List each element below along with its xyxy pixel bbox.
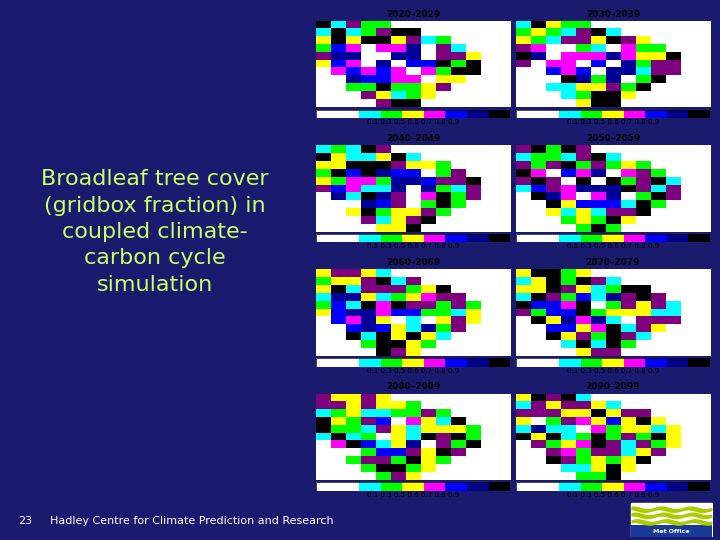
Bar [537,482,559,491]
Bar [338,358,359,367]
Bar [424,482,446,491]
Text: Hadley Centre for Climate Prediction and Research: Hadley Centre for Climate Prediction and… [50,516,334,526]
Bar [667,110,688,118]
Bar [645,482,667,491]
Bar [359,482,381,491]
Bar [424,358,446,367]
Bar [467,358,489,367]
Bar [467,110,489,118]
Bar [316,234,338,242]
Bar [516,358,537,367]
Bar [516,110,537,118]
Text: Met Office: Met Office [653,529,690,534]
Bar [624,482,645,491]
Bar [559,110,580,118]
Bar [489,110,510,118]
Bar [338,110,359,118]
Bar [402,358,424,367]
Bar [537,358,559,367]
Bar [381,482,402,491]
Bar [446,358,467,367]
Bar [381,110,402,118]
Text: 0.1 0.3 0.5 0.6 0.7 0.8 0.9: 0.1 0.3 0.5 0.6 0.7 0.8 0.9 [367,492,459,498]
Bar [516,482,537,491]
Bar [602,482,624,491]
Bar [667,358,688,367]
Bar [359,110,381,118]
Bar [381,234,402,242]
Bar [316,482,338,491]
Bar [645,110,667,118]
Bar [489,482,510,491]
Bar [446,110,467,118]
Bar [402,110,424,118]
Text: 2070–2079: 2070–2079 [585,258,640,267]
Bar [338,482,359,491]
Bar [631,524,712,537]
Bar [645,234,667,242]
Bar [446,482,467,491]
Bar [559,234,580,242]
Bar [602,110,624,118]
Bar [688,358,710,367]
Bar [424,234,446,242]
Bar [688,482,710,491]
Bar [359,358,381,367]
Text: 2050–2059: 2050–2059 [586,134,640,143]
Bar [580,234,602,242]
Bar [359,234,381,242]
Bar [624,234,645,242]
Text: 2090–2099: 2090–2099 [585,382,640,392]
Text: 2060–2069: 2060–2069 [386,258,440,267]
Bar [559,358,580,367]
Bar [467,234,489,242]
Bar [537,234,559,242]
Text: 0.1 0.3 0.5 0.6 0.7 0.8 0.9: 0.1 0.3 0.5 0.6 0.7 0.8 0.9 [367,244,459,249]
Bar [424,110,446,118]
Bar [537,110,559,118]
Bar [580,358,602,367]
Bar [446,234,467,242]
Text: 0.1 0.3 0.5 0.6 0.7 0.8 0.9: 0.1 0.3 0.5 0.6 0.7 0.8 0.9 [567,492,659,498]
Bar [559,482,580,491]
Bar [688,234,710,242]
Bar [316,358,338,367]
Text: 0.1 0.3 0.5 0.6 0.7 0.8 0.9: 0.1 0.3 0.5 0.6 0.7 0.8 0.9 [567,368,659,374]
Bar [580,482,602,491]
Bar [667,482,688,491]
Text: Broadleaf tree cover
(gridbox fraction) in
coupled climate-
carbon cycle
simulat: Broadleaf tree cover (gridbox fraction) … [41,169,269,295]
Bar [645,358,667,367]
Text: 2040–2049: 2040–2049 [386,134,441,143]
Bar [489,358,510,367]
Text: 23: 23 [18,516,32,526]
Bar [624,358,645,367]
Bar [602,234,624,242]
Bar [402,482,424,491]
Bar [688,110,710,118]
Bar [381,358,402,367]
Bar [624,110,645,118]
Bar [489,234,510,242]
Bar [402,234,424,242]
Text: 0.1 0.3 0.5 0.6 0.7 0.8 0.9: 0.1 0.3 0.5 0.6 0.7 0.8 0.9 [567,244,659,249]
Text: 2030–2039: 2030–2039 [586,10,640,19]
Text: 0.1 0.3 0.5 0.6 0.7 0.8 0.9: 0.1 0.3 0.5 0.6 0.7 0.8 0.9 [367,119,459,125]
Bar [580,110,602,118]
Bar [516,234,537,242]
Bar [467,482,489,491]
Bar [667,234,688,242]
Bar [338,234,359,242]
Bar [602,358,624,367]
Bar [316,110,338,118]
Text: 2080–2089: 2080–2089 [386,382,440,392]
Text: 0.1 0.3 0.5 0.6 0.7 0.8 0.9: 0.1 0.3 0.5 0.6 0.7 0.8 0.9 [367,368,459,374]
Text: 0.1 0.3 0.5 0.6 0.7 0.8 0.9: 0.1 0.3 0.5 0.6 0.7 0.8 0.9 [567,119,659,125]
Text: 2020–2029: 2020–2029 [386,10,440,19]
